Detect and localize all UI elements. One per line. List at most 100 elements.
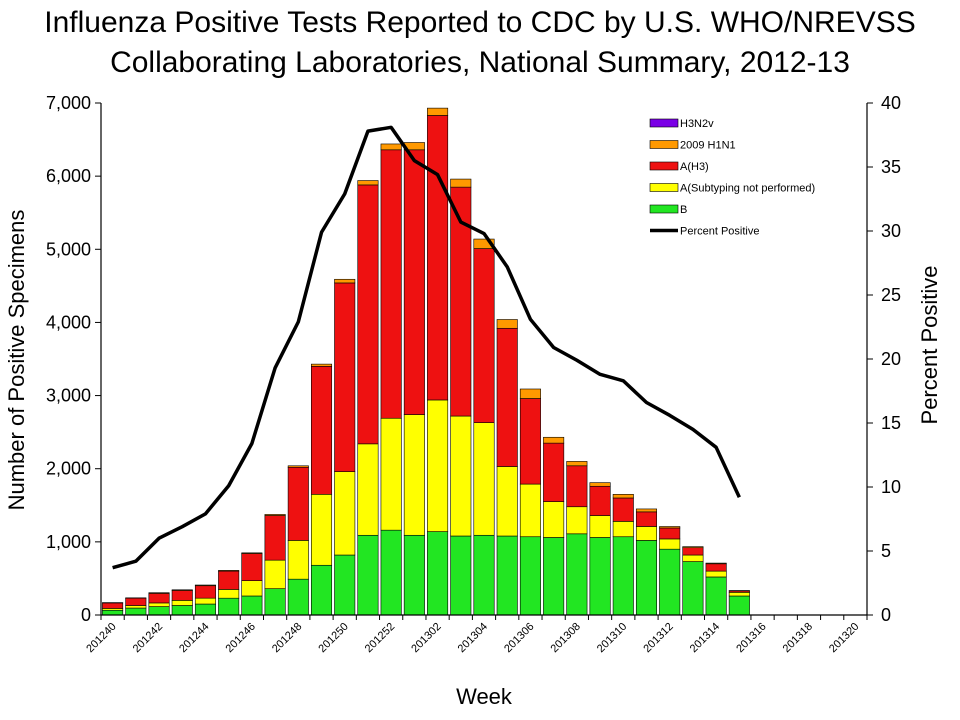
y-left-tick-label: 0: [81, 605, 91, 625]
y-left-tick-label: 4,000: [46, 312, 91, 332]
bar-a-h3--201305: [496, 327, 518, 467]
bar-a-subtyping-not-performed--201251: [357, 443, 379, 536]
bar-a-h3--201244: [194, 585, 216, 599]
bar-a-subtyping-not-performed--201307: [543, 501, 565, 538]
bar-2009-h1n1-201307: [543, 436, 565, 444]
legend-swatch: [649, 183, 679, 192]
bar-2009-h1n1-201308: [566, 461, 588, 467]
bar-a-subtyping-not-performed--201244: [194, 597, 216, 605]
bar-b-201240: [102, 609, 124, 616]
bar-a-h3--201313: [682, 547, 704, 556]
bar-b-201314: [705, 576, 727, 616]
bar-a-subtyping-not-performed--201311: [635, 526, 658, 541]
x-tick-label: 201250: [316, 621, 350, 655]
legend-swatch: [649, 118, 679, 128]
bar-2009-h1n1-201245: [218, 570, 240, 572]
legend-swatch: [649, 140, 679, 149]
bar-a-subtyping-not-performed--201241: [125, 605, 147, 609]
y-right-tick-label: 10: [881, 477, 901, 497]
bar-b-201241: [125, 607, 147, 616]
bar-b-201302: [427, 531, 449, 616]
bar-b-201315: [728, 595, 750, 616]
bar-b-201252: [380, 529, 402, 616]
bar-b-201303: [450, 535, 472, 616]
chart-title-line-2: Collaborating Laboratories, National Sum…: [110, 46, 850, 79]
y-right-tick-label: 15: [881, 413, 901, 433]
bar-a-h3--201252: [380, 149, 402, 419]
bar-2009-h1n1-201250: [334, 278, 356, 284]
bar-b-201313: [682, 561, 704, 616]
x-tick-label: 201246: [224, 621, 258, 655]
x-tick-label: 201242: [131, 621, 165, 655]
bar-a-h3--201310: [612, 497, 634, 522]
legend-label: B: [680, 204, 687, 216]
y-axis-left-title: Number of Positive Specimens: [4, 210, 29, 511]
bar-b-201307: [543, 537, 565, 616]
bar-a-h3--201302: [427, 115, 449, 401]
bar-a-subtyping-not-performed--201246: [241, 580, 263, 597]
x-tick-label: 201304: [456, 621, 490, 655]
y-left-tick-label: 3,000: [46, 386, 91, 406]
y-right-tick-label: 20: [881, 349, 901, 369]
legend-swatch: [649, 204, 679, 214]
bar-2009-h1n1-201303: [450, 178, 472, 188]
bar-2009-h1n1-201244: [194, 584, 216, 587]
bar-b-201246: [241, 595, 263, 616]
bar-2009-h1n1-201242: [148, 592, 170, 594]
y-left-tick-label: 6,000: [46, 166, 91, 186]
bar-b-201249: [310, 564, 333, 616]
bar-a-h3--201242: [148, 593, 170, 604]
bar-a-h3--201301: [403, 149, 425, 415]
legend-label: 2009 H1N1: [680, 140, 736, 152]
bar-a-h3--201245: [218, 570, 240, 590]
y-right-tick-label: 30: [881, 221, 901, 241]
bar-a-h3--201251: [357, 184, 379, 445]
bar-2009-h1n1-201309: [589, 482, 611, 487]
bar-a-h3--201307: [543, 442, 565, 502]
x-tick-label: 201244: [177, 621, 211, 655]
bar-b-201308: [566, 533, 588, 616]
legend-label: A(H3): [680, 161, 709, 173]
bar-a-h3--201240: [102, 602, 124, 609]
bar-a-subtyping-not-performed--201315: [728, 592, 750, 597]
bar-a-subtyping-not-performed--201245: [218, 589, 240, 599]
bar-2009-h1n1-201252: [380, 143, 402, 151]
bar-2009-h1n1-201311: [635, 508, 658, 513]
y-left-tick-label: 1,000: [46, 532, 91, 552]
bar-layer: [102, 107, 750, 616]
bar-2009-h1n1-201304: [473, 238, 495, 249]
chart-title-line-1: Influenza Positive Tests Reported to CDC…: [44, 6, 915, 39]
y-left-tick-label: 7,000: [46, 93, 91, 113]
bar-2009-h1n1-201306: [519, 388, 541, 399]
bar-2009-h1n1-201247: [264, 514, 286, 516]
bar-a-subtyping-not-performed--201308: [566, 506, 588, 535]
bar-a-subtyping-not-performed--201243: [171, 600, 193, 606]
bar-2009-h1n1-201313: [682, 546, 704, 549]
bar-a-h3--201304: [473, 248, 495, 423]
x-tick-label: 201316: [734, 621, 768, 655]
bar-a-subtyping-not-performed--201248: [287, 540, 309, 580]
bar-a-h3--201250: [334, 282, 356, 472]
x-tick-label: 201320: [827, 621, 861, 655]
bar-2009-h1n1-201243: [171, 589, 193, 591]
x-tick-label: 201312: [641, 621, 675, 655]
bar-a-subtyping-not-performed--201249: [310, 494, 333, 566]
x-tick-label: 201306: [502, 621, 536, 655]
bar-a-subtyping-not-performed--201242: [148, 602, 170, 607]
bar-2009-h1n1-201305: [496, 319, 518, 329]
bar-a-h3--201312: [659, 527, 681, 540]
bar-b-201306: [519, 536, 541, 616]
x-tick-label: 201318: [781, 621, 815, 655]
bar-2009-h1n1-201302: [427, 107, 449, 116]
bar-a-h3--201241: [125, 597, 147, 606]
x-tick-label: 201314: [688, 621, 722, 655]
percent-positive-line: [112, 125, 741, 570]
bar-2009-h1n1-201246: [241, 552, 263, 554]
bar-a-subtyping-not-performed--201301: [403, 414, 425, 536]
bar-a-subtyping-not-performed--201312: [659, 538, 681, 550]
bar-a-subtyping-not-performed--201302: [427, 399, 449, 532]
bar-b-201247: [264, 588, 286, 616]
y-right-tick-label: 35: [881, 157, 901, 177]
bar-2009-h1n1-201310: [612, 494, 634, 499]
